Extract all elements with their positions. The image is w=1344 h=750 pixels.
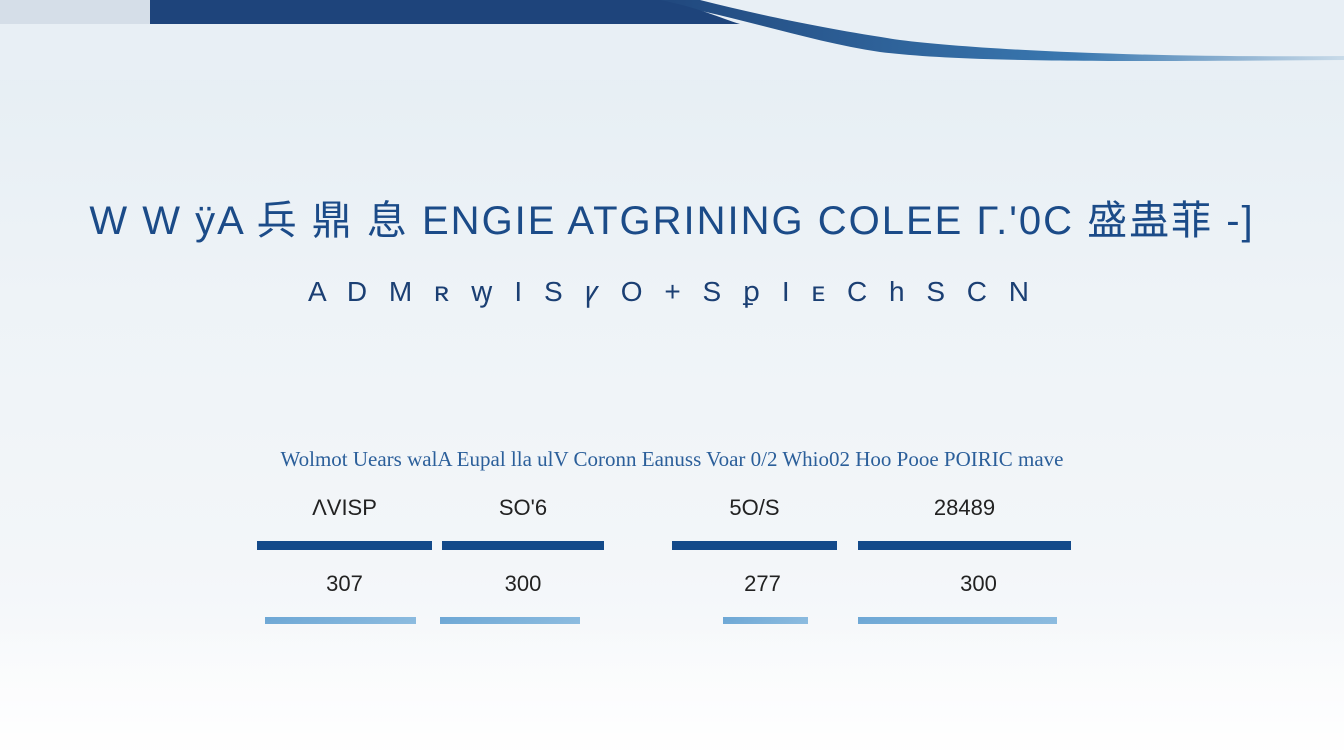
bar-dark-3 <box>672 541 837 550</box>
header-banner-swoosh <box>0 0 1344 80</box>
bar-dark-4 <box>858 541 1071 550</box>
row2-cell-2: 300 <box>504 571 542 596</box>
bottom-fade <box>0 620 1344 750</box>
bar-dark-2 <box>442 541 604 550</box>
row1-cell-2: SO'6 <box>498 495 548 520</box>
row1-cell-1: ΛVISP <box>312 495 377 520</box>
row1-cell-4: 28489 <box>933 495 996 520</box>
page-title: W W ÿA 兵 鼎 息 ENGIE ATGRINING COLEE Γ.'0C… <box>89 199 1255 243</box>
bar-dark-1 <box>257 541 432 550</box>
row1-cell-3: 5O/S <box>729 495 780 520</box>
row2-cell-4: 300 <box>960 571 997 596</box>
table-header: Wolmot Uears walA Eupal lla ulV Coronn E… <box>280 447 1064 471</box>
page-subtitle: A D M ʀ ꝡ I S ꝩ O + S ꝑ I ᴇ C h S C N <box>307 276 1037 307</box>
row2-cell-1: 307 <box>326 571 363 596</box>
row2-cell-3: 277 <box>744 571 781 596</box>
